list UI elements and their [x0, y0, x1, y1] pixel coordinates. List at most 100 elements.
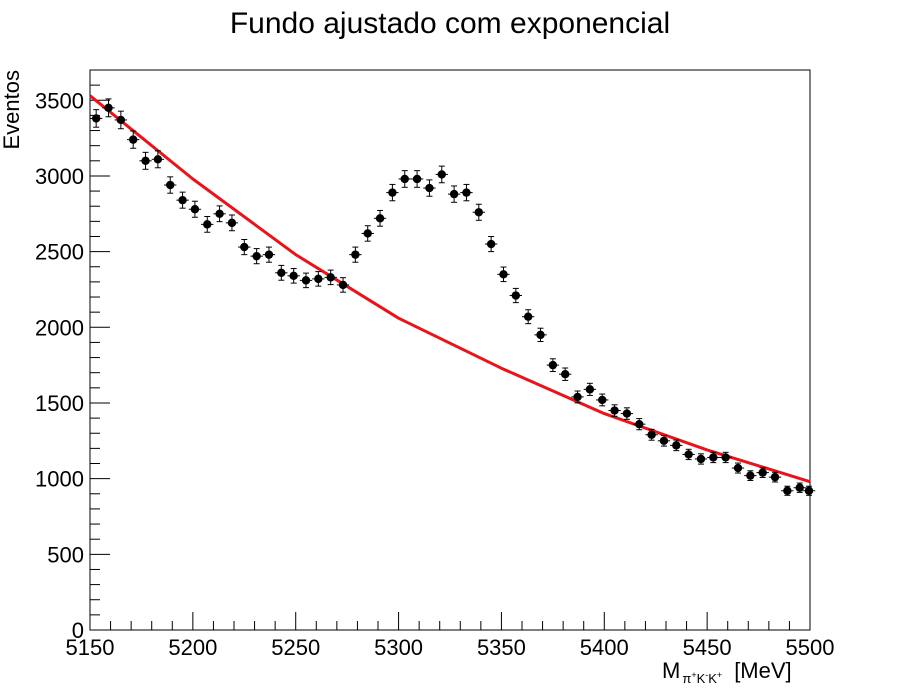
- y-axis: 0 500 1000 1500 2000 2500 3000 3500: [35, 69, 110, 643]
- data-marker: [141, 156, 150, 166]
- data-marker: [635, 419, 644, 429]
- y-axis-label: Eventos: [0, 70, 24, 150]
- data-marker: [696, 454, 706, 464]
- data-point: [262, 246, 276, 263]
- data-point: [645, 428, 658, 441]
- data-marker: [783, 486, 792, 495]
- data-point: [768, 471, 782, 483]
- data-marker: [437, 170, 446, 179]
- data-point: [299, 272, 313, 289]
- data-marker: [215, 209, 224, 218]
- data-marker: [622, 409, 632, 418]
- data-marker: [804, 486, 814, 495]
- data-point: [336, 277, 350, 293]
- data-marker: [363, 229, 372, 238]
- y-tick-label: 3000: [35, 164, 84, 189]
- data-marker: [400, 174, 409, 184]
- data-marker: [252, 251, 261, 261]
- data-point: [151, 150, 165, 169]
- data-point: [670, 439, 683, 452]
- data-point: [534, 327, 547, 343]
- data-marker: [486, 239, 496, 249]
- data-marker: [227, 218, 237, 228]
- data-point: [756, 467, 769, 478]
- data-point: [694, 453, 708, 465]
- data-marker: [721, 453, 730, 462]
- data-marker: [598, 395, 607, 405]
- data-point: [546, 358, 560, 372]
- x-tick-label: 5450: [683, 635, 732, 660]
- x-tick-label: 5250: [271, 635, 320, 660]
- data-point: [238, 239, 251, 256]
- data-marker: [573, 392, 582, 402]
- x-axis-label-sup: -: [705, 670, 708, 680]
- data-point: [447, 185, 461, 203]
- x-axis: 5150 5200 5250 5300 5350 5400 5450 5500: [66, 612, 835, 660]
- x-tick-label: 5200: [168, 635, 217, 660]
- data-marker: [684, 450, 693, 459]
- data-marker: [388, 188, 397, 197]
- data-point: [287, 268, 300, 284]
- x-tick-label: 5500: [786, 635, 835, 660]
- data-point: [114, 110, 128, 130]
- data-marker: [301, 276, 311, 285]
- data-marker: [166, 180, 175, 190]
- data-marker: [375, 214, 385, 223]
- data-point: [620, 407, 634, 420]
- data-point: [312, 271, 325, 287]
- data-marker: [462, 188, 471, 197]
- y-tick-label: 500: [47, 542, 84, 567]
- data-point: [410, 170, 424, 188]
- data-marker: [561, 370, 570, 379]
- data-point: [102, 98, 115, 118]
- data-marker: [758, 468, 767, 477]
- data-point: [275, 264, 288, 281]
- data-point: [349, 246, 362, 263]
- data-marker: [709, 453, 718, 462]
- data-point: [90, 109, 103, 128]
- data-point: [324, 269, 337, 286]
- y-tick-label: 2500: [35, 240, 84, 265]
- data-marker: [499, 270, 508, 279]
- data-point: [793, 482, 806, 493]
- data-point: [509, 287, 522, 304]
- data-point: [781, 485, 794, 496]
- data-marker: [326, 273, 335, 282]
- data-point: [188, 200, 202, 218]
- data-marker: [153, 155, 163, 164]
- data-marker: [190, 205, 200, 214]
- plot-frame: [89, 69, 811, 631]
- data-marker: [425, 183, 434, 193]
- data-point: [802, 485, 816, 496]
- data-point: [731, 462, 745, 474]
- data-marker: [203, 220, 212, 229]
- data-marker: [104, 103, 113, 113]
- data-point: [176, 191, 189, 209]
- x-tick-label: 5150: [66, 635, 115, 660]
- data-point: [164, 176, 177, 194]
- data-marker: [733, 463, 743, 473]
- data-point: [583, 382, 597, 396]
- data-marker: [449, 189, 459, 199]
- data-marker: [746, 471, 755, 480]
- y-tick-label: 2000: [35, 315, 84, 340]
- data-point: [250, 248, 263, 265]
- data-marker: [178, 195, 187, 205]
- fit-curve-group: [89, 94, 811, 484]
- data-marker: [314, 274, 323, 284]
- data-point: [682, 448, 695, 461]
- data-point: [127, 130, 140, 149]
- data-point: [398, 170, 411, 188]
- data-point: [139, 151, 152, 170]
- data-marker: [240, 242, 249, 252]
- data-point: [559, 367, 572, 381]
- x-axis-label-sub: K: [697, 671, 706, 686]
- data-point: [460, 183, 473, 202]
- x-axis-label-sub: K: [708, 671, 717, 686]
- data-point: [484, 235, 498, 253]
- data-marker: [647, 430, 656, 439]
- x-tick-label: 5300: [374, 635, 423, 660]
- data-marker: [338, 280, 348, 290]
- data-marker: [548, 360, 558, 370]
